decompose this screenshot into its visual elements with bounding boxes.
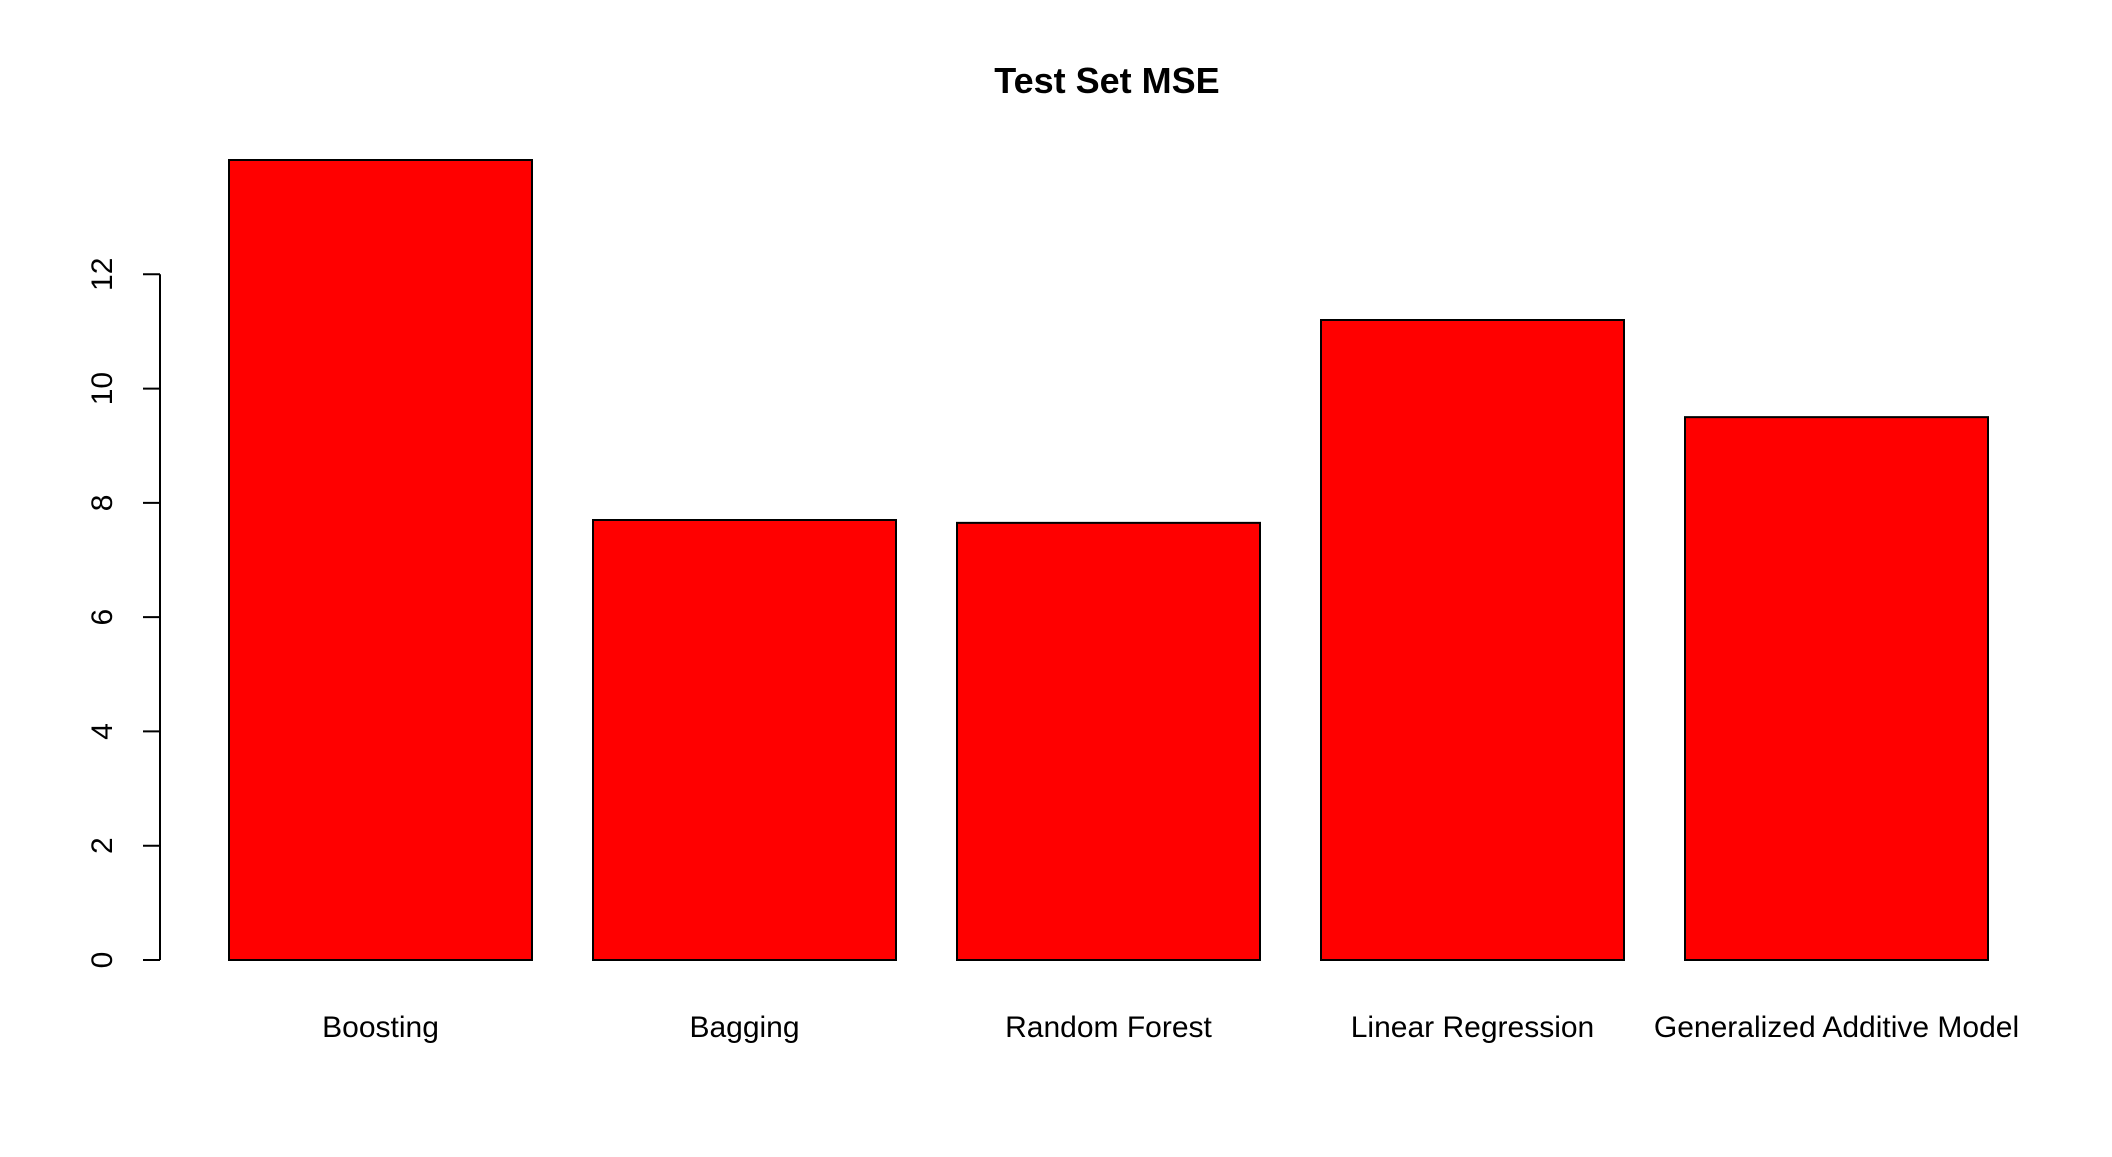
bar — [1320, 319, 1625, 961]
category-labels: Boosting Bagging Random Forest Linear Regre… — [322, 1011, 2019, 1044]
bar — [956, 521, 1261, 961]
x-category-label: Boosting — [322, 1011, 439, 1044]
bar — [1684, 416, 1989, 961]
x-category-label: Random Forest — [1005, 1011, 1212, 1044]
y-tick-label: 12 — [86, 258, 119, 291]
y-tick-label: 0 — [86, 952, 119, 969]
chart-title: Test Set MSE — [994, 60, 1219, 101]
x-category-label: Linear Regression — [1351, 1011, 1594, 1044]
x-category-label: Bagging — [689, 1011, 799, 1044]
bar — [592, 519, 897, 961]
y-axis: 0 2 4 6 8 10 12 — [86, 258, 161, 969]
y-tick-label: 6 — [86, 609, 119, 626]
y-tick-label: 10 — [86, 372, 119, 405]
y-tick-label: 4 — [86, 723, 119, 740]
y-tick-label: 2 — [86, 837, 119, 854]
bars-group — [228, 159, 1989, 961]
bar — [228, 159, 533, 961]
x-category-label: Generalized Additive Model — [1654, 1011, 2019, 1044]
y-tick-label: 8 — [86, 495, 119, 512]
